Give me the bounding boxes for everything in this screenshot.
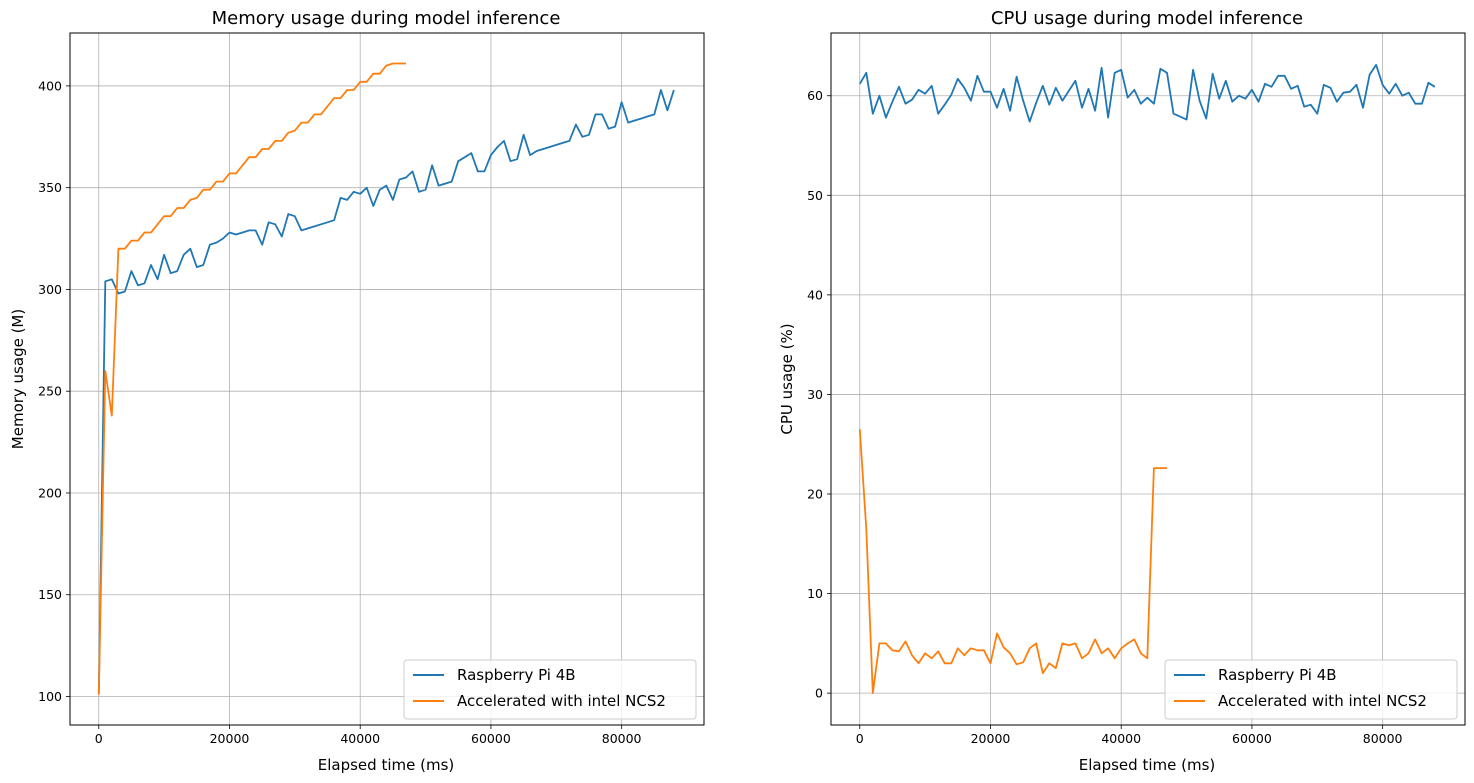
memory-legend-box <box>403 659 697 720</box>
cpu-y-tick-label: 50 <box>807 188 823 203</box>
memory-ticks: 0 20000 40000 60000 80000 100 150 200 250 300 350 4… <box>38 78 641 746</box>
cpu-y-tick-label: 40 <box>807 287 823 302</box>
cpu-y-tick-label: 20 <box>807 487 823 502</box>
cpu-x-tick-label: 20000 <box>971 731 1011 746</box>
cpu-x-tick-label: 40000 <box>1101 731 1141 746</box>
cpu-y-tick-label: 10 <box>807 586 823 601</box>
memory-legend: Raspberry Pi 4B Accelerated with intel N… <box>403 659 697 720</box>
cpu-legend: Raspberry Pi 4B Accelerated with intel N… <box>1164 659 1458 720</box>
cpu-ticks: 0 20000 40000 60000 80000 0 10 20 30 40 50 60 <box>807 88 1402 746</box>
memory-x-tick-label: 0 <box>95 731 103 746</box>
memory-y-tick-label: 100 <box>38 689 62 704</box>
cpu-y-axis-label: CPU usage (%) <box>778 323 796 434</box>
cpu-legend-label-raspberry: Raspberry Pi 4B <box>1218 666 1337 684</box>
memory-x-tick-label: 40000 <box>340 731 380 746</box>
memory-x-tick-label: 80000 <box>602 731 642 746</box>
memory-y-tick-label: 400 <box>38 78 62 93</box>
memory-legend-label-raspberry: Raspberry Pi 4B <box>457 666 576 684</box>
cpu-x-axis-label: Elapsed time (ms) <box>1079 756 1215 774</box>
memory-series-lines <box>97 62 675 695</box>
memory-chart-title: Memory usage during model inference <box>212 8 561 29</box>
cpu-x-tick-label: 60000 <box>1232 731 1272 746</box>
cpu-legend-box <box>1164 659 1458 720</box>
cpu-legend-label-ncs2: Accelerated with intel NCS2 <box>1218 692 1427 710</box>
cpu-chart: CPU usage during model inference 0 20000 4… <box>778 8 1466 774</box>
memory-y-tick-label: 300 <box>38 282 62 297</box>
cpu-y-tick-label: 30 <box>807 387 823 402</box>
cpu-grid <box>831 33 1465 725</box>
memory-y-tick-label: 250 <box>38 384 62 399</box>
cpu-series-line-ncs2 <box>858 429 1167 694</box>
memory-chart: Memory usage during model inference 0 200… <box>9 8 705 774</box>
cpu-series-lines <box>858 64 1436 694</box>
memory-series-line-raspberry-pi <box>97 89 675 695</box>
cpu-y-tick-label: 60 <box>807 88 823 103</box>
memory-y-tick-label: 150 <box>38 587 62 602</box>
memory-y-tick-label: 200 <box>38 485 62 500</box>
memory-series-line-ncs2 <box>97 62 406 695</box>
memory-y-axis-label: Memory usage (M) <box>9 309 27 449</box>
cpu-x-tick-label: 80000 <box>1363 731 1403 746</box>
memory-x-tick-label: 20000 <box>210 731 250 746</box>
cpu-axes-frame <box>830 32 1466 726</box>
cpu-series-line-raspberry-pi <box>859 64 1436 123</box>
memory-grid <box>70 33 704 725</box>
cpu-chart-title: CPU usage during model inference <box>991 8 1303 29</box>
memory-x-tick-label: 60000 <box>471 731 511 746</box>
cpu-x-tick-label: 0 <box>856 731 864 746</box>
memory-legend-label-ncs2: Accelerated with intel NCS2 <box>457 692 666 710</box>
memory-axes-frame <box>69 32 705 726</box>
cpu-y-tick-label: 0 <box>815 686 823 701</box>
memory-x-axis-label: Elapsed time (ms) <box>318 756 454 774</box>
memory-y-tick-label: 350 <box>38 180 62 195</box>
